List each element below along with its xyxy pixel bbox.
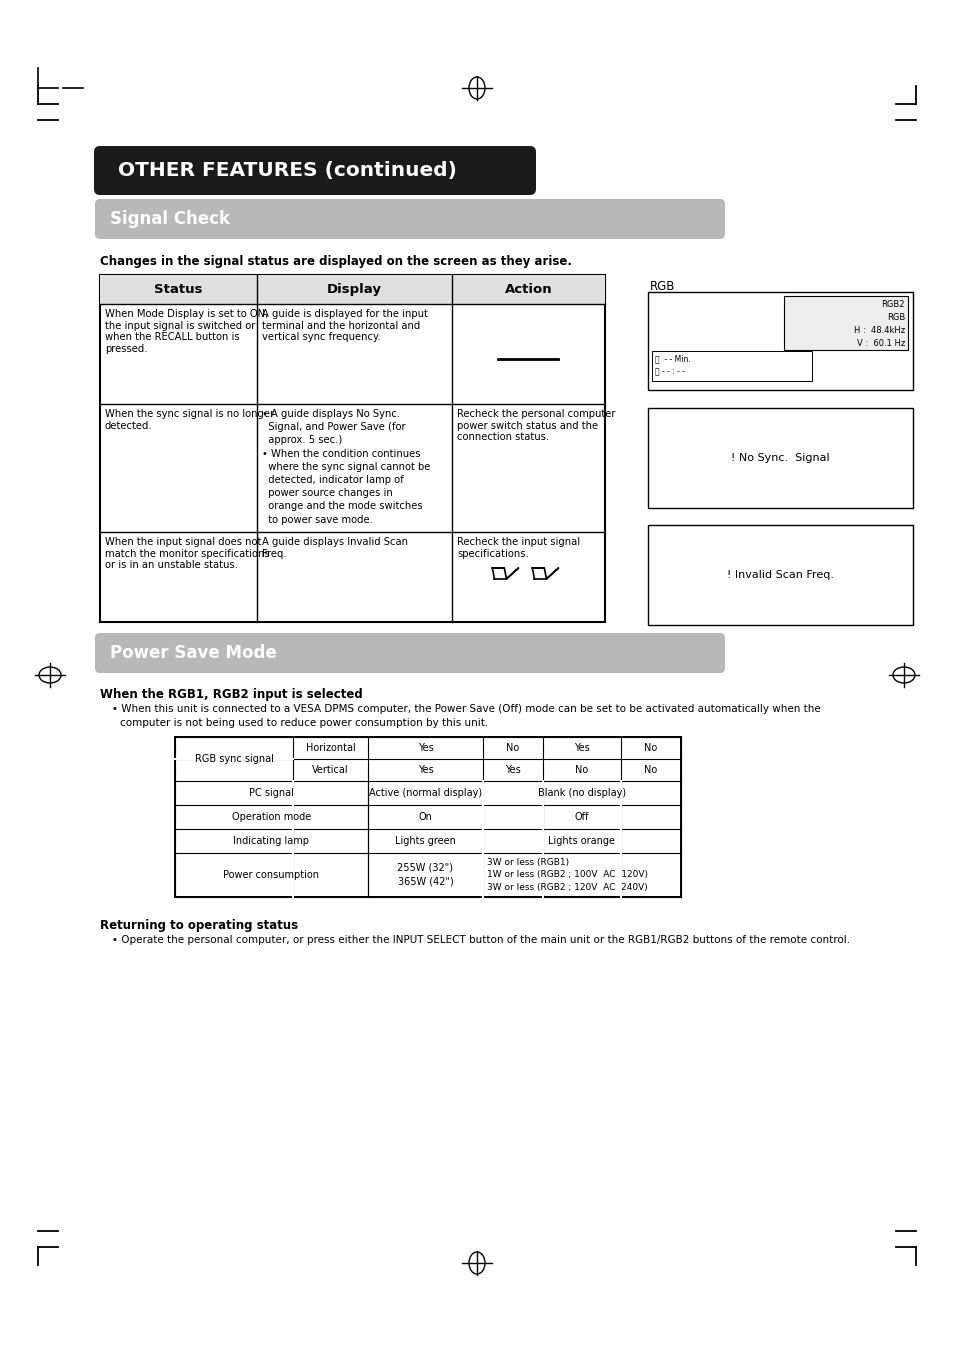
Text: PC signal: PC signal: [249, 788, 294, 798]
Text: Vertical: Vertical: [312, 765, 349, 775]
Text: Power Save Mode: Power Save Mode: [110, 644, 276, 662]
Text: Horizontal: Horizontal: [305, 743, 355, 753]
FancyBboxPatch shape: [95, 634, 724, 673]
Text: Yes: Yes: [504, 765, 520, 775]
Text: Operation mode: Operation mode: [232, 812, 311, 821]
Text: Yes: Yes: [417, 765, 433, 775]
Text: Signal Check: Signal Check: [110, 209, 230, 228]
Text: Changes in the signal status are displayed on the screen as they arise.: Changes in the signal status are display…: [100, 255, 572, 267]
Text: Recheck the input signal
specifications.: Recheck the input signal specifications.: [456, 536, 579, 558]
Text: When the sync signal is no longer
detected.: When the sync signal is no longer detect…: [105, 409, 274, 431]
Text: ⓪  - - Min.: ⓪ - - Min.: [655, 354, 690, 363]
Text: No: No: [643, 765, 657, 775]
Text: 255W (32")
365W (42"): 255W (32") 365W (42"): [397, 863, 453, 888]
Text: Off: Off: [575, 812, 589, 821]
Text: No: No: [575, 765, 588, 775]
Text: Indicating lamp: Indicating lamp: [233, 836, 309, 846]
Bar: [783, 296, 907, 350]
Text: Active (normal display): Active (normal display): [369, 788, 481, 798]
Text: ! Invalid Scan Freq.: ! Invalid Scan Freq.: [726, 570, 833, 580]
Text: • When this unit is connected to a VESA DPMS computer, the Power Save (Off) mode: • When this unit is connected to a VESA …: [112, 704, 820, 713]
Text: RGB: RGB: [649, 280, 675, 293]
Text: Yes: Yes: [417, 743, 433, 753]
Text: RGB2: RGB2: [881, 300, 904, 309]
Text: • A guide displays No Sync.
  Signal, and Power Save (for
  approx. 5 sec.)
• Wh: • A guide displays No Sync. Signal, and …: [262, 409, 430, 524]
Text: Display: Display: [327, 282, 381, 296]
Text: When the input signal does not
match the monitor specifications
or is in an unst: When the input signal does not match the…: [105, 536, 270, 570]
Text: Blank (no display): Blank (no display): [537, 788, 625, 798]
Text: No: No: [643, 743, 657, 753]
Text: A guide is displayed for the input
terminal and the horizontal and
vertical sync: A guide is displayed for the input termi…: [262, 309, 428, 342]
Text: Lights green: Lights green: [395, 836, 456, 846]
Text: Returning to operating status: Returning to operating status: [100, 919, 297, 932]
Text: RGB sync signal: RGB sync signal: [194, 754, 274, 765]
Bar: [651, 351, 811, 381]
Text: On: On: [418, 812, 432, 821]
Text: Power consumption: Power consumption: [223, 870, 319, 880]
Bar: [174, 738, 680, 897]
Bar: [100, 276, 604, 304]
Bar: [647, 408, 912, 508]
Text: Yes: Yes: [574, 743, 589, 753]
Text: Lights orange: Lights orange: [548, 836, 615, 846]
Text: Action: Action: [504, 282, 552, 296]
Text: H :  48.4kHz: H : 48.4kHz: [853, 326, 904, 335]
Text: OTHER FEATURES (continued): OTHER FEATURES (continued): [118, 161, 456, 180]
Text: V :  60.1 Hz: V : 60.1 Hz: [856, 339, 904, 349]
Bar: [174, 738, 680, 897]
Text: • Operate the personal computer, or press either the INPUT SELECT button of the : • Operate the personal computer, or pres…: [112, 935, 849, 944]
Text: 3W or less (RGB1)
1W or less (RGB2 ; 100V  AC  120V)
3W or less (RGB2 ; 120V  AC: 3W or less (RGB1) 1W or less (RGB2 ; 100…: [486, 858, 647, 892]
Text: When the RGB1, RGB2 input is selected: When the RGB1, RGB2 input is selected: [100, 688, 362, 701]
Text: No: No: [506, 743, 519, 753]
Bar: [647, 292, 912, 390]
Text: Recheck the personal computer
power switch status and the
connection status.: Recheck the personal computer power swit…: [456, 409, 615, 442]
Text: ⓪ - - : - -: ⓪ - - : - -: [655, 367, 684, 376]
Bar: [100, 276, 604, 621]
FancyBboxPatch shape: [95, 199, 724, 239]
Text: RGB: RGB: [886, 313, 904, 322]
Text: computer is not being used to reduce power consumption by this unit.: computer is not being used to reduce pow…: [120, 717, 488, 728]
Text: When Mode Display is set to ON,
the input signal is switched or
when the RECALL : When Mode Display is set to ON, the inpu…: [105, 309, 268, 354]
Bar: [647, 526, 912, 626]
Text: ! No Sync.  Signal: ! No Sync. Signal: [730, 453, 829, 463]
Text: Status: Status: [154, 282, 203, 296]
Text: A guide displays Invalid Scan
Freq.: A guide displays Invalid Scan Freq.: [262, 536, 408, 558]
FancyBboxPatch shape: [94, 146, 536, 195]
